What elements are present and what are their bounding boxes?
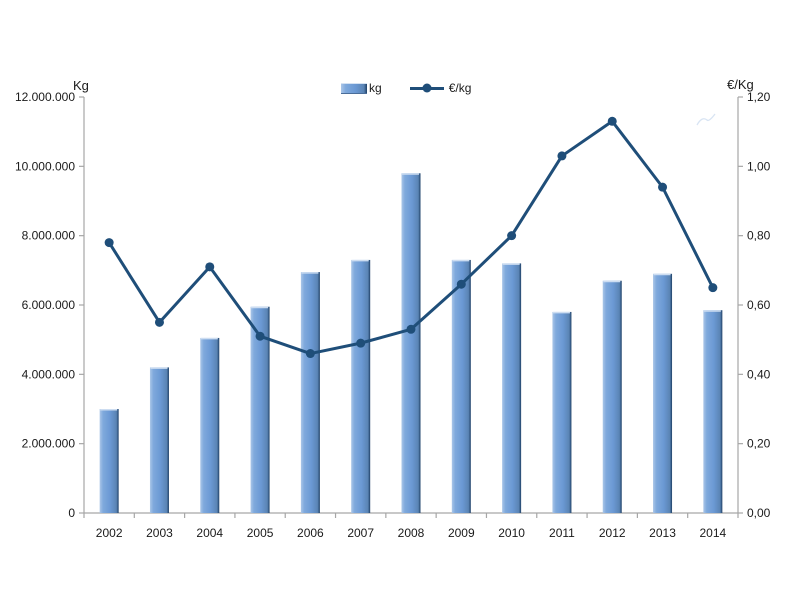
left-tick-label: 12.000.000 — [15, 90, 75, 104]
bar-2008 — [401, 173, 421, 513]
bar-2013 — [653, 273, 673, 513]
left-tick-label: 4.000.000 — [22, 367, 76, 381]
marker-2011 — [557, 151, 567, 161]
right-axis-ticks — [738, 96, 743, 514]
x-axis-label: 2011 — [549, 526, 575, 540]
right-axis-title: €/Kg — [727, 77, 754, 92]
bar-2010 — [502, 263, 522, 513]
marker-2003 — [154, 317, 164, 327]
marker-2013 — [658, 182, 668, 192]
left-tick-label: 2.000.000 — [22, 437, 76, 451]
marker-2002 — [104, 238, 114, 248]
x-axis-label: 2013 — [649, 526, 676, 540]
legend-bar-swatch-icon — [341, 82, 367, 94]
bar-2009 — [451, 259, 471, 513]
bar-2002 — [99, 409, 119, 513]
legend-item-kg: kg — [341, 81, 382, 95]
x-axis-label: 2007 — [347, 526, 374, 540]
watermark-squiggle — [696, 113, 716, 126]
bar-2006 — [300, 272, 320, 513]
marker-2012 — [607, 116, 617, 126]
right-tick-label: 1,00 — [747, 159, 771, 173]
bar-2012 — [602, 280, 622, 513]
legend-item-eur-per-kg: €/kg — [409, 81, 472, 95]
bar-2011 — [552, 311, 572, 513]
bar-2004 — [200, 337, 220, 513]
marker-2009 — [456, 279, 466, 289]
x-axis-label: 2004 — [196, 526, 223, 540]
bar-2007 — [351, 259, 371, 513]
x-axis-label: 2010 — [498, 526, 525, 540]
marker-2005 — [255, 331, 265, 341]
legend-line-swatch-icon — [409, 83, 444, 93]
bars-series-kg — [99, 173, 723, 513]
right-tick-label: 0,60 — [747, 298, 771, 312]
left-tick-label: 10.000.000 — [15, 159, 75, 173]
left-tick-label: 6.000.000 — [22, 298, 76, 312]
right-tick-label: 0,80 — [747, 229, 771, 243]
left-tick-label: 0 — [68, 506, 75, 520]
legend: kg €/kg — [341, 81, 471, 95]
x-axis-label: 2003 — [146, 526, 173, 540]
marker-2006 — [305, 349, 315, 359]
price-line-markers — [104, 116, 718, 359]
left-tick-label: 8.000.000 — [22, 229, 76, 243]
right-tick-label: 0,40 — [747, 367, 771, 381]
bottom-axis-ticks — [83, 513, 739, 518]
bar-2014 — [703, 310, 723, 513]
x-axis-label: 2002 — [96, 526, 123, 540]
x-axis-label: 2006 — [297, 526, 324, 540]
left-axis-title: Kg — [73, 78, 89, 93]
left-axis-ticks — [79, 96, 84, 514]
x-axis-label: 2012 — [599, 526, 626, 540]
bar-2003 — [149, 367, 169, 513]
marker-2008 — [406, 324, 416, 334]
marker-2007 — [356, 338, 366, 348]
x-axis-label: 2008 — [398, 526, 425, 540]
marker-2004 — [205, 262, 215, 272]
x-axis-label: 2009 — [448, 526, 475, 540]
right-tick-label: 0,00 — [747, 506, 771, 520]
right-tick-label: 0,20 — [747, 437, 771, 451]
bar-2005 — [250, 306, 270, 513]
x-axis-label: 2005 — [247, 526, 274, 540]
x-axis-label: 2014 — [699, 526, 726, 540]
legend-label-eur-per-kg: €/kg — [448, 81, 472, 95]
marker-2010 — [507, 231, 517, 241]
legend-line-marker-icon — [422, 83, 432, 93]
marker-2014 — [708, 283, 718, 293]
right-tick-label: 1,20 — [747, 90, 771, 104]
legend-label-kg: kg — [369, 81, 382, 95]
